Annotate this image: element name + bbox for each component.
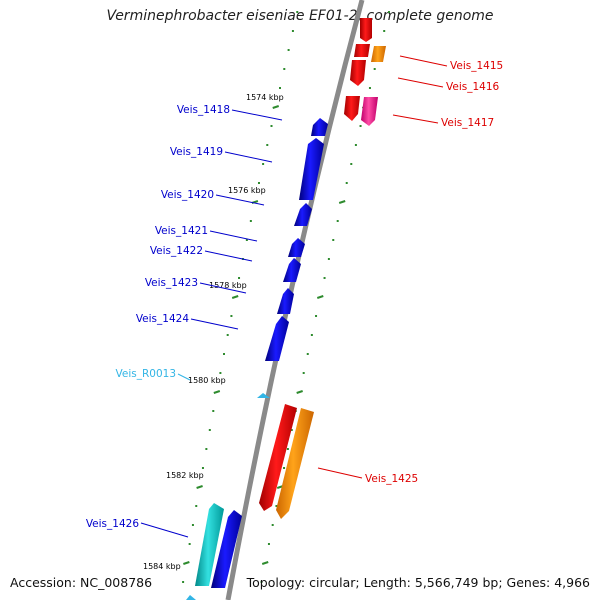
reverse-genes bbox=[195, 118, 328, 588]
gene-label-veis-1424[interactable]: Veis_1424 bbox=[136, 313, 190, 325]
gene-label-veis-1421[interactable]: Veis_1421 bbox=[155, 225, 208, 237]
forward-genes bbox=[259, 18, 386, 519]
major-tick bbox=[183, 561, 190, 565]
gene-arrow bbox=[354, 44, 370, 57]
gene-label-veis-1416[interactable]: Veis_1416 bbox=[446, 81, 500, 93]
gene-label-veis-1419[interactable]: Veis_1419 bbox=[170, 146, 223, 158]
gene-arrow bbox=[299, 138, 324, 200]
inner-tick-ring bbox=[182, 11, 299, 583]
kbp-label: 1582 kbp bbox=[166, 471, 204, 480]
gene-label-veis-1420[interactable]: Veis_1420 bbox=[161, 189, 214, 201]
gene-arrow bbox=[276, 408, 314, 519]
gene-arrow bbox=[361, 97, 378, 126]
partial-marker bbox=[186, 595, 196, 600]
gene-label-veis-1415[interactable]: Veis_1415 bbox=[450, 60, 503, 72]
gene-label-veis-1422[interactable]: Veis_1422 bbox=[150, 245, 203, 257]
kbp-label: 1574 kbp bbox=[246, 93, 284, 102]
map-title: Verminephrobacter eiseniae EF01-2, compl… bbox=[106, 8, 494, 24]
kbp-label: 1580 kbp bbox=[188, 376, 226, 385]
major-tick bbox=[296, 390, 303, 394]
gene-arrow bbox=[277, 288, 294, 314]
major-tick bbox=[231, 295, 239, 299]
rna-marker bbox=[257, 393, 270, 398]
gene-arrow bbox=[283, 258, 301, 282]
gene-label-veis-1425[interactable]: Veis_1425 bbox=[365, 473, 418, 485]
gene-arrow bbox=[350, 60, 366, 86]
gene-arrow bbox=[288, 238, 305, 257]
gene-arrow bbox=[344, 96, 360, 121]
major-tick bbox=[213, 390, 221, 394]
gene-label-veis-1426[interactable]: Veis_1426 bbox=[86, 518, 140, 530]
gene-label-veis-1417[interactable]: Veis_1417 bbox=[441, 117, 494, 129]
gene-arrow bbox=[360, 18, 372, 42]
major-tick bbox=[261, 561, 269, 565]
genome-summary: Topology: circular; Length: 5,566,749 bp… bbox=[246, 575, 590, 590]
gene-arrow bbox=[311, 118, 328, 136]
gene-arrow bbox=[265, 316, 289, 361]
gene-arrow bbox=[294, 203, 312, 226]
gene-veis-1426 bbox=[211, 510, 242, 588]
gene-label-veis-1418[interactable]: Veis_1418 bbox=[177, 104, 230, 116]
kbp-label: 1576 kbp bbox=[228, 186, 266, 195]
gene-arrow bbox=[195, 503, 224, 586]
gene-arrow bbox=[371, 46, 386, 62]
gene-labels: Veis_1418 Veis_1419 Veis_1420 Veis_1421 … bbox=[86, 60, 503, 530]
leader-lines bbox=[140, 55, 448, 538]
kbp-label: 1578 kbp bbox=[209, 281, 247, 290]
gene-label-veis-1423[interactable]: Veis_1423 bbox=[145, 277, 198, 289]
genome-backbone bbox=[225, 0, 365, 600]
gene-veis-1425 bbox=[259, 404, 297, 511]
major-tick bbox=[196, 485, 203, 489]
kbp-labels: 1574 kbp 1576 kbp 1578 kbp 1580 kbp 1582… bbox=[143, 93, 284, 571]
major-tick bbox=[272, 105, 280, 109]
major-tick bbox=[316, 295, 324, 299]
kbp-label: 1584 kbp bbox=[143, 562, 181, 571]
accession-label: Accession: NC_008786 bbox=[10, 575, 153, 590]
gene-label-veis-r0013[interactable]: Veis_R0013 bbox=[116, 368, 176, 380]
major-tick bbox=[338, 200, 346, 204]
